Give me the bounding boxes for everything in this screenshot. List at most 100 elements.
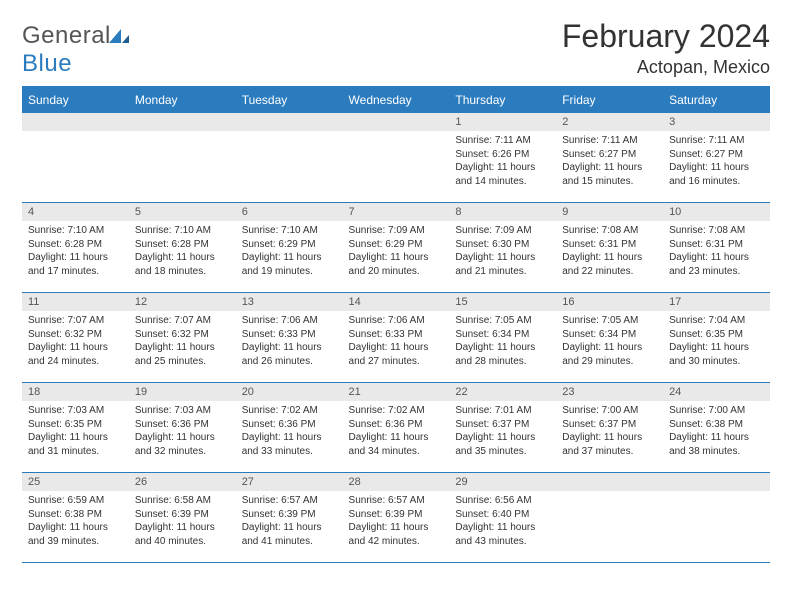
sunrise-line: Sunrise: 7:09 AM — [349, 224, 444, 238]
calendar-day-cell: 2Sunrise: 7:11 AMSunset: 6:27 PMDaylight… — [556, 113, 663, 203]
sunset-line: Sunset: 6:37 PM — [455, 418, 550, 432]
day-number: 15 — [449, 293, 556, 311]
day-number: 5 — [129, 203, 236, 221]
day-number: 13 — [236, 293, 343, 311]
daylight-line: Daylight: 11 hours and 28 minutes. — [455, 341, 550, 368]
day-data: Sunrise: 7:01 AMSunset: 6:37 PMDaylight:… — [449, 401, 556, 461]
calendar-day-cell: 29Sunrise: 6:56 AMSunset: 6:40 PMDayligh… — [449, 473, 556, 563]
calendar-day-cell: 25Sunrise: 6:59 AMSunset: 6:38 PMDayligh… — [22, 473, 129, 563]
sunset-line: Sunset: 6:39 PM — [349, 508, 444, 522]
daylight-line: Daylight: 11 hours and 18 minutes. — [135, 251, 230, 278]
sunrise-line: Sunrise: 7:04 AM — [669, 314, 764, 328]
sunset-line: Sunset: 6:33 PM — [349, 328, 444, 342]
day-number: 16 — [556, 293, 663, 311]
day-number: 17 — [663, 293, 770, 311]
daylight-line: Daylight: 11 hours and 42 minutes. — [349, 521, 444, 548]
calendar-day-cell: 22Sunrise: 7:01 AMSunset: 6:37 PMDayligh… — [449, 383, 556, 473]
day-data: Sunrise: 6:57 AMSunset: 6:39 PMDaylight:… — [343, 491, 450, 551]
calendar-day-cell: 11Sunrise: 7:07 AMSunset: 6:32 PMDayligh… — [22, 293, 129, 383]
day-number: 10 — [663, 203, 770, 221]
sunset-line: Sunset: 6:31 PM — [562, 238, 657, 252]
daylight-line: Daylight: 11 hours and 37 minutes. — [562, 431, 657, 458]
day-data: Sunrise: 7:08 AMSunset: 6:31 PMDaylight:… — [663, 221, 770, 281]
sunset-line: Sunset: 6:34 PM — [455, 328, 550, 342]
sunset-line: Sunset: 6:33 PM — [242, 328, 337, 342]
sunrise-line: Sunrise: 6:58 AM — [135, 494, 230, 508]
daylight-line: Daylight: 11 hours and 21 minutes. — [455, 251, 550, 278]
day-data: Sunrise: 7:10 AMSunset: 6:29 PMDaylight:… — [236, 221, 343, 281]
day-data: Sunrise: 7:10 AMSunset: 6:28 PMDaylight:… — [22, 221, 129, 281]
day-data-empty — [663, 491, 770, 549]
sunrise-line: Sunrise: 7:11 AM — [562, 134, 657, 148]
logo-text-blue: Blue — [22, 50, 72, 77]
sunset-line: Sunset: 6:35 PM — [28, 418, 123, 432]
day-data: Sunrise: 7:00 AMSunset: 6:38 PMDaylight:… — [663, 401, 770, 461]
daylight-line: Daylight: 11 hours and 20 minutes. — [349, 251, 444, 278]
daylight-line: Daylight: 11 hours and 33 minutes. — [242, 431, 337, 458]
day-number-empty — [343, 113, 450, 131]
day-number: 19 — [129, 383, 236, 401]
calendar-day-cell: 7Sunrise: 7:09 AMSunset: 6:29 PMDaylight… — [343, 203, 450, 293]
sunrise-line: Sunrise: 7:01 AM — [455, 404, 550, 418]
sunrise-line: Sunrise: 7:11 AM — [455, 134, 550, 148]
calendar-week-row: 11Sunrise: 7:07 AMSunset: 6:32 PMDayligh… — [22, 293, 770, 383]
sunset-line: Sunset: 6:34 PM — [562, 328, 657, 342]
day-data: Sunrise: 7:11 AMSunset: 6:26 PMDaylight:… — [449, 131, 556, 191]
daylight-line: Daylight: 11 hours and 16 minutes. — [669, 161, 764, 188]
sunrise-line: Sunrise: 7:05 AM — [455, 314, 550, 328]
calendar-day-cell: 28Sunrise: 6:57 AMSunset: 6:39 PMDayligh… — [343, 473, 450, 563]
calendar-day-cell: 21Sunrise: 7:02 AMSunset: 6:36 PMDayligh… — [343, 383, 450, 473]
sunset-line: Sunset: 6:26 PM — [455, 148, 550, 162]
sunrise-line: Sunrise: 7:08 AM — [669, 224, 764, 238]
sunrise-line: Sunrise: 7:10 AM — [28, 224, 123, 238]
sunrise-line: Sunrise: 6:59 AM — [28, 494, 123, 508]
day-number: 27 — [236, 473, 343, 491]
sunset-line: Sunset: 6:32 PM — [28, 328, 123, 342]
sunset-line: Sunset: 6:37 PM — [562, 418, 657, 432]
calendar-day-cell — [236, 113, 343, 203]
day-header-row: SundayMondayTuesdayWednesdayThursdayFrid… — [22, 87, 770, 113]
sunrise-line: Sunrise: 7:02 AM — [349, 404, 444, 418]
day-data: Sunrise: 7:02 AMSunset: 6:36 PMDaylight:… — [236, 401, 343, 461]
daylight-line: Daylight: 11 hours and 30 minutes. — [669, 341, 764, 368]
sunrise-line: Sunrise: 7:05 AM — [562, 314, 657, 328]
calendar-day-cell: 17Sunrise: 7:04 AMSunset: 6:35 PMDayligh… — [663, 293, 770, 383]
day-number: 7 — [343, 203, 450, 221]
sunrise-line: Sunrise: 7:03 AM — [28, 404, 123, 418]
sunrise-line: Sunrise: 7:03 AM — [135, 404, 230, 418]
daylight-line: Daylight: 11 hours and 35 minutes. — [455, 431, 550, 458]
day-number: 20 — [236, 383, 343, 401]
calendar-day-cell — [343, 113, 450, 203]
day-number: 3 — [663, 113, 770, 131]
calendar-day-cell: 5Sunrise: 7:10 AMSunset: 6:28 PMDaylight… — [129, 203, 236, 293]
daylight-line: Daylight: 11 hours and 17 minutes. — [28, 251, 123, 278]
daylight-line: Daylight: 11 hours and 26 minutes. — [242, 341, 337, 368]
calendar-day-cell: 10Sunrise: 7:08 AMSunset: 6:31 PMDayligh… — [663, 203, 770, 293]
logo-text: GeneralBlue — [22, 22, 129, 78]
sunrise-line: Sunrise: 7:09 AM — [455, 224, 550, 238]
daylight-line: Daylight: 11 hours and 39 minutes. — [28, 521, 123, 548]
day-number: 23 — [556, 383, 663, 401]
calendar-week-row: 1Sunrise: 7:11 AMSunset: 6:26 PMDaylight… — [22, 113, 770, 203]
day-number: 22 — [449, 383, 556, 401]
calendar-body: 1Sunrise: 7:11 AMSunset: 6:26 PMDaylight… — [22, 113, 770, 563]
calendar-day-cell — [663, 473, 770, 563]
daylight-line: Daylight: 11 hours and 24 minutes. — [28, 341, 123, 368]
calendar-day-cell: 23Sunrise: 7:00 AMSunset: 6:37 PMDayligh… — [556, 383, 663, 473]
day-number: 6 — [236, 203, 343, 221]
day-data: Sunrise: 7:11 AMSunset: 6:27 PMDaylight:… — [663, 131, 770, 191]
calendar-day-cell: 20Sunrise: 7:02 AMSunset: 6:36 PMDayligh… — [236, 383, 343, 473]
calendar-head: SundayMondayTuesdayWednesdayThursdayFrid… — [22, 87, 770, 113]
day-header: Monday — [129, 87, 236, 113]
sunrise-line: Sunrise: 6:57 AM — [242, 494, 337, 508]
day-data: Sunrise: 6:57 AMSunset: 6:39 PMDaylight:… — [236, 491, 343, 551]
day-data: Sunrise: 7:09 AMSunset: 6:30 PMDaylight:… — [449, 221, 556, 281]
calendar-day-cell: 12Sunrise: 7:07 AMSunset: 6:32 PMDayligh… — [129, 293, 236, 383]
day-number: 18 — [22, 383, 129, 401]
calendar-week-row: 18Sunrise: 7:03 AMSunset: 6:35 PMDayligh… — [22, 383, 770, 473]
sunset-line: Sunset: 6:32 PM — [135, 328, 230, 342]
calendar-day-cell: 6Sunrise: 7:10 AMSunset: 6:29 PMDaylight… — [236, 203, 343, 293]
day-number: 29 — [449, 473, 556, 491]
day-data: Sunrise: 6:58 AMSunset: 6:39 PMDaylight:… — [129, 491, 236, 551]
title-block: February 2024 Actopan, Mexico — [562, 18, 770, 78]
